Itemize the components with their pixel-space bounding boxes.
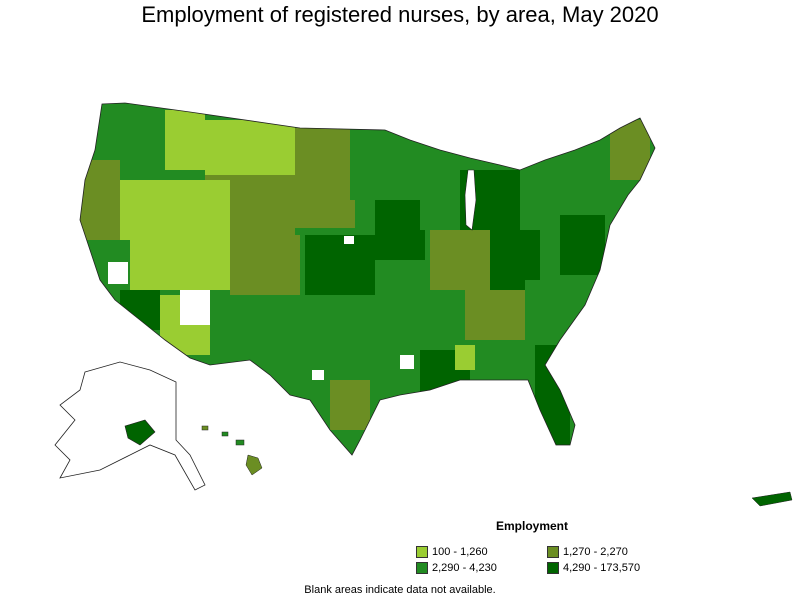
legend-swatch-1 (416, 546, 428, 558)
puerto-rico (751, 491, 793, 507)
legend-swatch-2 (547, 546, 559, 558)
legend-swatch-3 (416, 562, 428, 574)
legend-label-4: 4,290 - 173,570 (563, 562, 641, 574)
hawaii (201, 425, 263, 476)
conus-outline (79, 102, 656, 456)
footnote: Blank areas indicate data not available. (304, 584, 496, 596)
legend-swatch-4 (547, 562, 559, 574)
legend-item-1: 100 - 1,260 (416, 546, 488, 558)
legend-title: Employment (496, 519, 569, 533)
legend-item-3: 2,290 - 4,230 (416, 562, 497, 574)
legend-label-3: 2,290 - 4,230 (432, 562, 497, 574)
legend-item-4: 4,290 - 173,570 (547, 562, 640, 574)
legend-label-1: 100 - 1,260 (432, 546, 488, 558)
lake-michigan (464, 169, 477, 231)
legend-label-2: 1,270 - 2,270 (563, 546, 628, 558)
alaska (54, 361, 206, 491)
map-title: Employment of registered nurses, by area… (141, 2, 659, 27)
legend-item-2: 1,270 - 2,270 (547, 546, 628, 558)
